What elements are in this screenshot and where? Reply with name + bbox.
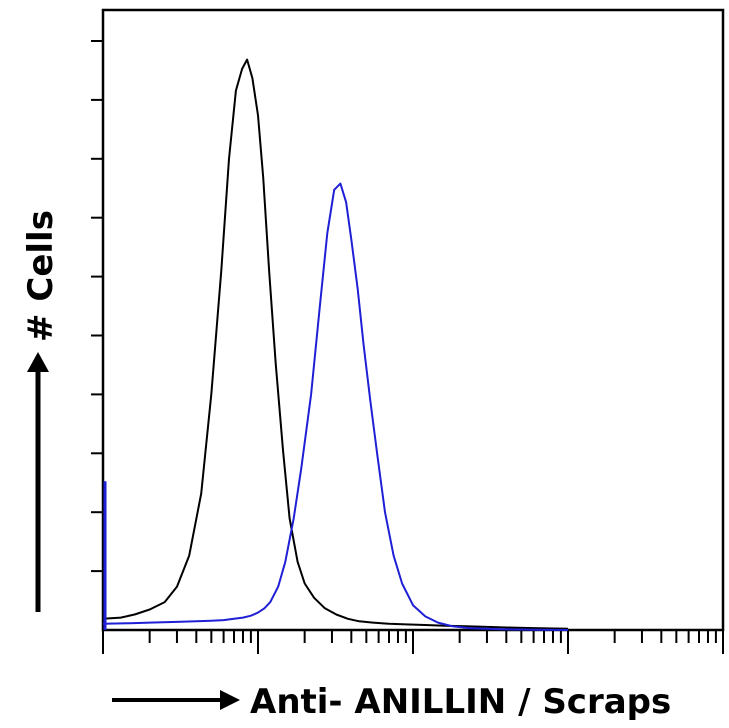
x-axis-ticks — [102, 630, 724, 654]
y-axis-ticks — [91, 40, 103, 573]
x-axis-label: Anti- ANILLIN / Scraps — [250, 682, 671, 722]
plot-frame — [101, 8, 725, 632]
series-line-2 — [102, 182, 569, 631]
x-axis-arrowhead — [220, 690, 240, 710]
y-axis-label: # Cells — [21, 210, 61, 342]
series-layer — [102, 58, 569, 631]
y-axis-arrowhead — [27, 352, 49, 372]
series-line-1 — [102, 58, 569, 630]
